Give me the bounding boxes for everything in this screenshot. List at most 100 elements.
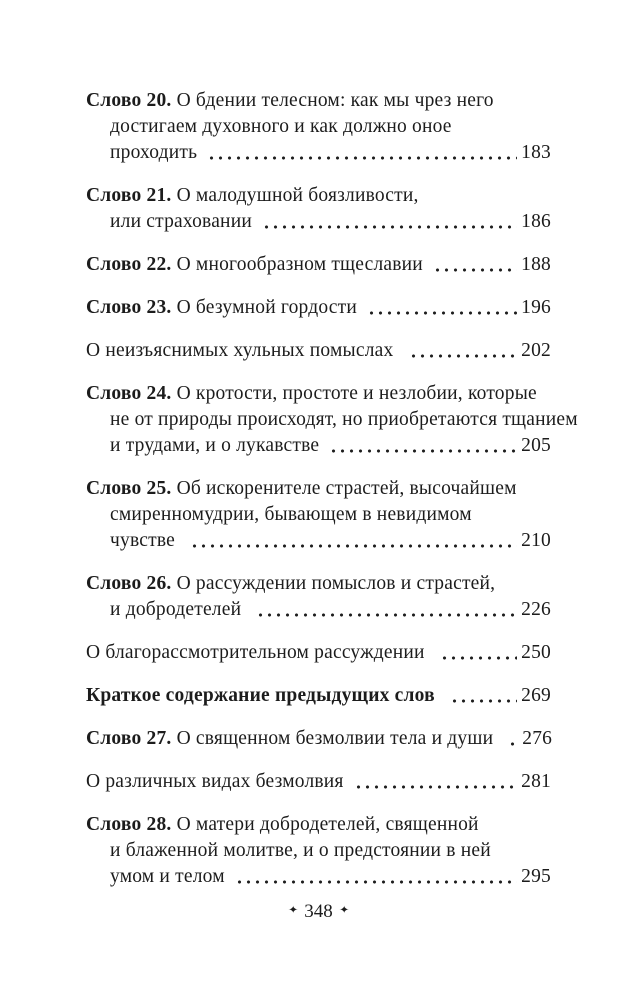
dot-leader bbox=[506, 726, 519, 752]
toc-line-text: Слово 27. О священном безмолвии тела и д… bbox=[86, 728, 499, 749]
toc-line-text: и добродетелей bbox=[110, 599, 247, 620]
toc-page-number: 188 bbox=[521, 254, 551, 275]
toc-line: Слово 22. О многообразном тщеславии 188 bbox=[86, 252, 551, 278]
toc-line-text: и блаженной молитве, и о предстоянии в н… bbox=[110, 840, 491, 861]
toc-entry-label: Слово 22. bbox=[86, 254, 177, 275]
toc-line: Слово 20. О бдении телесном: как мы чрез… bbox=[86, 88, 551, 114]
toc-entry: Слово 21. О малодушной боязливости, или с… bbox=[86, 183, 551, 235]
folio-page-number: 348 bbox=[304, 901, 333, 922]
toc-line: О неизъяснимых хульных помыслах 202 bbox=[86, 338, 551, 364]
toc-entry: О благорассмотрительном рассуждении 250 bbox=[86, 640, 551, 666]
toc-line-text: проходить bbox=[110, 142, 198, 163]
toc-entry: Слово 28. О матери добродетелей, священн… bbox=[86, 812, 551, 890]
toc-line: не от природы происходят, но приобретают… bbox=[86, 407, 578, 433]
toc-line: О различных видах безмолвия 281 bbox=[86, 769, 551, 795]
toc-line: смиренномудрии, бывающем в невидимом bbox=[86, 502, 551, 528]
dot-leader bbox=[254, 597, 518, 623]
dot-leader bbox=[365, 295, 518, 321]
toc-line-text: Слово 20. О бдении телесном: как мы чрез… bbox=[86, 90, 494, 111]
toc-line-text: Слово 22. О многообразном тщеславии bbox=[86, 254, 423, 275]
toc-entry: Краткое содержание предыдущих слов 269 bbox=[86, 683, 551, 709]
toc-line: О благорассмотрительном рассуждении 250 bbox=[86, 640, 551, 666]
toc-entry-label: Слово 26. bbox=[86, 573, 177, 594]
toc-page-number: 183 bbox=[521, 142, 551, 163]
toc-line: умом и телом 295 bbox=[86, 864, 551, 890]
toc-line-text: Слово 26. О рассуждении помыслов и страс… bbox=[86, 573, 496, 594]
toc-line-text: Слово 25. Об искоренителе страстей, высо… bbox=[86, 478, 517, 499]
dot-leader bbox=[447, 683, 518, 709]
toc-line-text: и трудами, и о лукавстве bbox=[110, 435, 320, 456]
toc-entry-label: Слово 24. bbox=[86, 383, 177, 404]
toc-entry: Слово 20. О бдении телесном: как мы чрез… bbox=[86, 88, 551, 166]
toc-page-number: 205 bbox=[521, 435, 551, 456]
toc-line: и трудами, и о лукавстве 205 bbox=[86, 433, 551, 459]
toc-page-number: 226 bbox=[521, 599, 551, 620]
toc-line: Слово 25. Об искоренителе страстей, высо… bbox=[86, 476, 551, 502]
toc-line: Слово 21. О малодушной боязливости, bbox=[86, 183, 551, 209]
toc-line-text: смиренномудрии, бывающем в невидимом bbox=[110, 504, 472, 525]
dot-leader bbox=[406, 338, 518, 364]
toc-line-text: не от природы происходят, но приобретают… bbox=[110, 409, 578, 430]
toc-line: Слово 24. О кротости, простоте и незлоби… bbox=[86, 381, 551, 407]
dot-leader bbox=[188, 528, 518, 554]
toc-line-text: О различных видах безмолвия bbox=[86, 771, 344, 792]
toc-page-number: 295 bbox=[521, 866, 551, 887]
dot-leader bbox=[430, 252, 518, 278]
toc-entry: Слово 27. О священном безмолвии тела и д… bbox=[86, 726, 553, 752]
toc-entry-label: Слово 28. bbox=[86, 814, 177, 835]
toc-line: чувстве 210 bbox=[86, 528, 551, 554]
toc-line: Краткое содержание предыдущих слов 269 bbox=[86, 683, 551, 709]
toc-entry: Слово 23. О безумной гордости 196 bbox=[86, 295, 551, 321]
toc-line-text: Слово 23. О безумной гордости bbox=[86, 297, 358, 318]
dot-leader bbox=[205, 140, 518, 166]
toc-line: и добродетелей 226 bbox=[86, 597, 551, 623]
toc-page-number: 196 bbox=[521, 297, 551, 318]
toc-entry-label: Слово 27. bbox=[86, 728, 177, 749]
diamond-icon: ✦ bbox=[287, 905, 299, 916]
toc-line: или страховании 186 bbox=[86, 209, 551, 235]
toc-line-text: Краткое содержание предыдущих слов bbox=[86, 685, 440, 706]
dot-leader bbox=[232, 864, 518, 890]
toc-entry: Слово 25. Об искоренителе страстей, высо… bbox=[86, 476, 551, 554]
dot-leader bbox=[351, 769, 518, 795]
toc-line: Слово 28. О матери добродетелей, священн… bbox=[86, 812, 551, 838]
toc-line-text: Слово 28. О матери добродетелей, священн… bbox=[86, 814, 479, 835]
toc-line-text: чувстве bbox=[110, 530, 181, 551]
toc-line: Слово 26. О рассуждении помыслов и страс… bbox=[86, 571, 551, 597]
toc-line: достигаем духовного и как должно оное bbox=[86, 114, 551, 140]
toc-entry-label: Слово 20. bbox=[86, 90, 177, 111]
page-footer: ✦ 348 ✦ bbox=[86, 899, 551, 925]
toc-entry: Слово 26. О рассуждении помыслов и страс… bbox=[86, 571, 551, 623]
toc-page-number: 276 bbox=[522, 728, 553, 749]
toc-entry: О неизъяснимых хульных помыслах 202 bbox=[86, 338, 551, 364]
dot-leader bbox=[327, 433, 518, 459]
toc-entry-label: Слово 25. bbox=[86, 478, 177, 499]
table-of-contents: Слово 20. О бдении телесном: как мы чрез… bbox=[86, 88, 578, 890]
toc-line: и блаженной молитве, и о предстоянии в н… bbox=[86, 838, 551, 864]
toc-entry: О различных видах безмолвия 281 bbox=[86, 769, 551, 795]
toc-page-number: 281 bbox=[521, 771, 551, 792]
toc-page-number: 210 bbox=[521, 530, 551, 551]
toc-line-text: достигаем духовного и как должно оное bbox=[110, 116, 452, 137]
toc-page-number: 186 bbox=[521, 211, 551, 232]
toc-line: Слово 23. О безумной гордости 196 bbox=[86, 295, 551, 321]
dot-leader bbox=[437, 640, 518, 666]
toc-line: Слово 27. О священном безмолвии тела и д… bbox=[86, 726, 553, 752]
toc-page-number: 269 bbox=[521, 685, 551, 706]
toc-line-text: умом и телом bbox=[110, 866, 225, 887]
toc-entry: Слово 24. О кротости, простоте и незлоби… bbox=[86, 381, 578, 459]
toc-entry-label: Слово 21. bbox=[86, 185, 177, 206]
toc-page-number: 250 bbox=[521, 642, 551, 663]
toc-line-text: или страховании bbox=[110, 211, 252, 232]
toc-page-number: 202 bbox=[521, 340, 551, 361]
toc-line-text: О неизъяснимых хульных помыслах bbox=[86, 340, 399, 361]
toc-line-text: Слово 21. О малодушной боязливости, bbox=[86, 185, 419, 206]
diamond-icon: ✦ bbox=[338, 905, 350, 916]
toc-entry-label: Слово 23. bbox=[86, 297, 177, 318]
toc-line: проходить 183 bbox=[86, 140, 551, 166]
toc-entry: Слово 22. О многообразном тщеславии 188 bbox=[86, 252, 551, 278]
dot-leader bbox=[259, 209, 518, 235]
toc-line-text: Слово 24. О кротости, простоте и незлоби… bbox=[86, 383, 537, 404]
toc-line-text: О благорассмотрительном рассуждении bbox=[86, 642, 430, 663]
